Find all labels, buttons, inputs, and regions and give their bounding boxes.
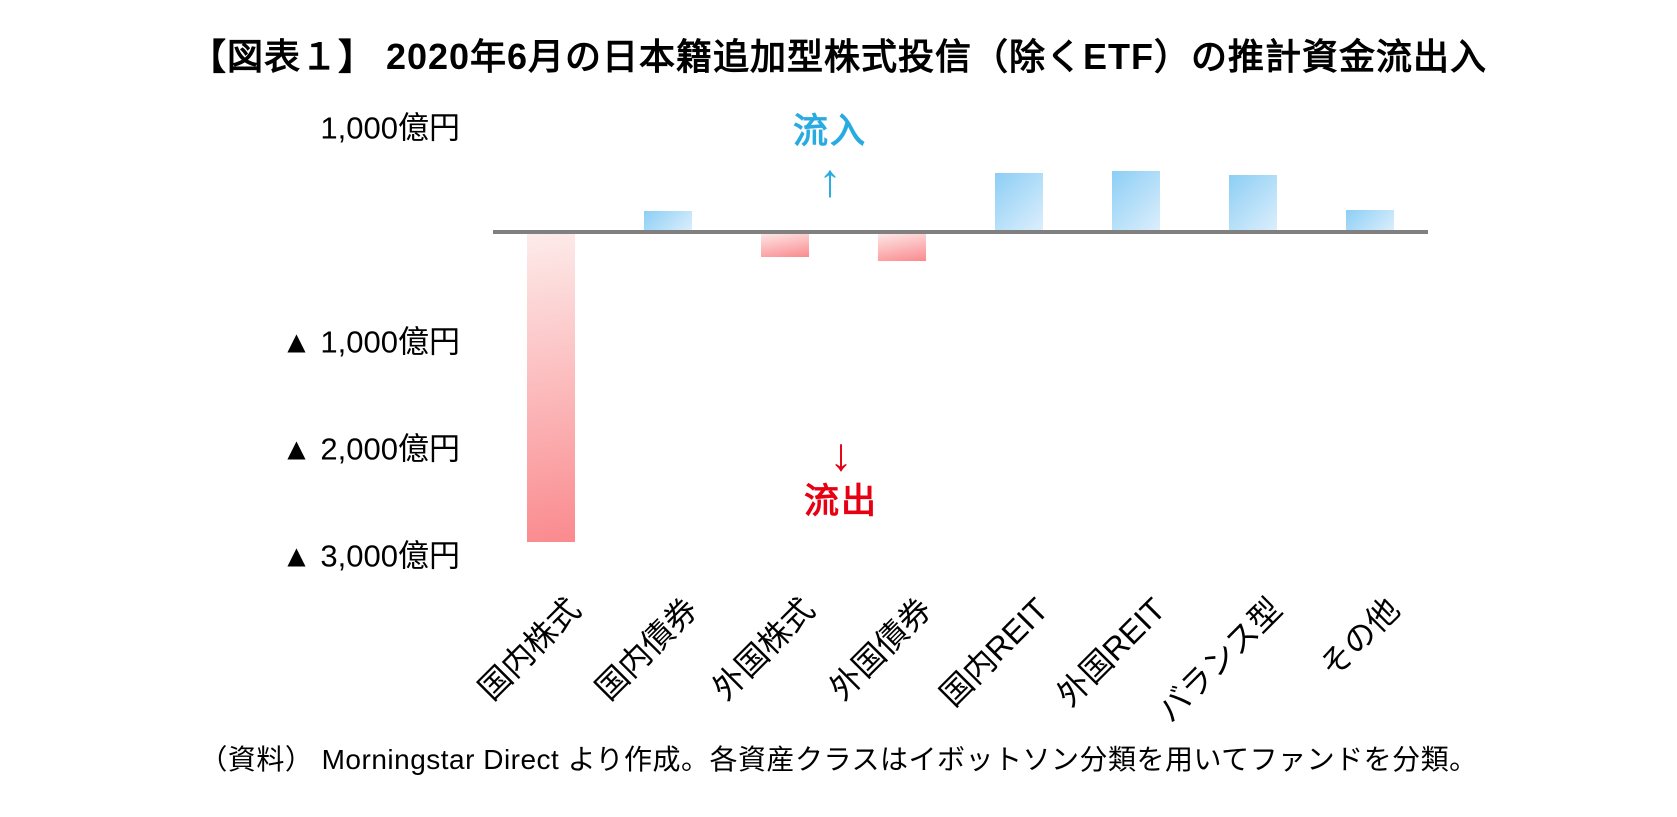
y-axis-tick-2: ▲ 2,000億円 xyxy=(281,431,460,467)
bar-foreign-reit xyxy=(1111,171,1160,232)
bar-other xyxy=(1345,209,1394,232)
y-axis-tick-1: ▲ 1,000億円 xyxy=(281,324,460,360)
down-arrow-icon: ↓ xyxy=(829,428,853,480)
y-axis-tick-3: ▲ 3,000億円 xyxy=(281,538,460,574)
inflow-annotation: 流入 ↑ xyxy=(793,110,867,206)
up-arrow-icon: ↑ xyxy=(818,154,842,206)
bar-foreign-equity xyxy=(761,232,810,257)
y-axis-tick-0: 1,000億円 xyxy=(320,110,460,146)
outflow-annotation: ↓ 流出 xyxy=(804,428,878,524)
x-axis-label-balanced: バランス型 xyxy=(1150,590,1290,730)
bar-foreign-bond xyxy=(878,232,927,261)
bar-balanced xyxy=(1228,175,1277,232)
x-axis-label-other: その他 xyxy=(1312,590,1406,685)
inflow-label: 流入 xyxy=(792,112,868,151)
bar-domestic-equity xyxy=(527,232,576,543)
outflow-label: 流出 xyxy=(803,482,879,521)
chart-title: 【図表１】 2020年6月の日本籍追加型株式投信（除くETF）の推計資金流出入 xyxy=(189,36,1488,77)
bar-domestic-bond xyxy=(644,210,693,232)
x-axis-label-domestic-equity: 国内株式 xyxy=(471,590,588,707)
x-axis-label-domestic-bond: 国内債券 xyxy=(588,590,705,707)
source-note: （資料） Morningstar Direct より作成。各資産クラスはイボット… xyxy=(199,744,1478,775)
x-axis-label-foreign-bond: 外国債券 xyxy=(822,590,939,707)
x-axis-label-domestic-reit: 国内REIT xyxy=(933,590,1056,714)
zero-axis-line xyxy=(493,230,1428,234)
x-axis-label-foreign-equity: 外国株式 xyxy=(705,590,822,707)
bar-domestic-reit xyxy=(994,173,1043,232)
